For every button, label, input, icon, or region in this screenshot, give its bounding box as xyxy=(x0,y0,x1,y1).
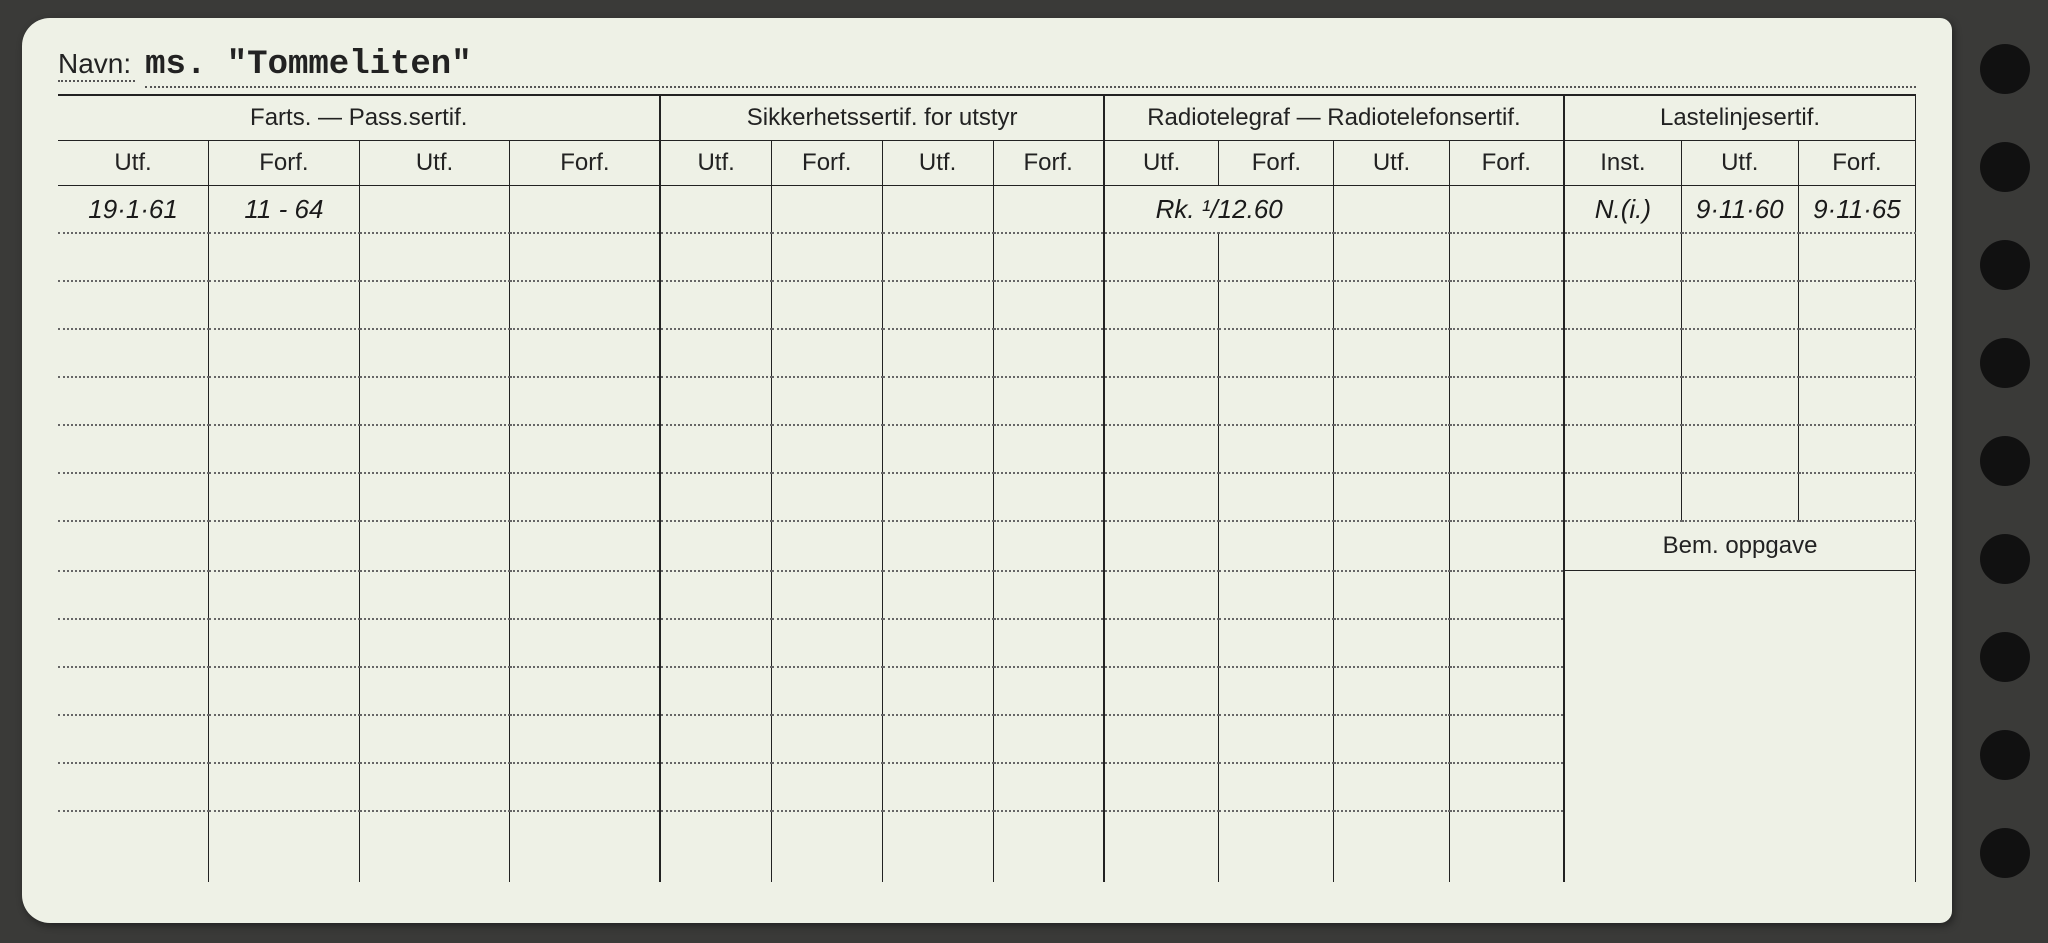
name-row: Navn: ms. "Tommeliten" xyxy=(58,46,1916,96)
col-sik-forf2: Forf. xyxy=(993,141,1104,186)
punch-hole-icon xyxy=(1980,632,2030,682)
col-farts-forf1: Forf. xyxy=(209,141,360,186)
cell-farts-forf1: 11 - 64 xyxy=(209,186,360,234)
cell-laste-inst: N.(i.) xyxy=(1564,186,1681,234)
cell xyxy=(771,186,882,234)
col-radio-forf2: Forf. xyxy=(1449,141,1564,186)
punch-hole-icon xyxy=(1980,534,2030,584)
cell xyxy=(1334,186,1449,234)
group-radio: Radiotelegraf — Radiotelefonsertif. xyxy=(1104,96,1564,141)
punch-hole-icon xyxy=(1980,436,2030,486)
col-radio-utf2: Utf. xyxy=(1334,141,1449,186)
table-row xyxy=(58,329,1916,377)
name-value: ms. "Tommeliten" xyxy=(145,46,1916,88)
table-row xyxy=(58,473,1916,521)
cell xyxy=(882,186,993,234)
bem-oppgave-header: Bem. oppgave xyxy=(1564,521,1915,571)
cell-laste-forf: 9·11·65 xyxy=(1798,186,1915,234)
cell-farts-utf1: 19·1·61 xyxy=(58,186,209,234)
group-sikkerhet: Sikkerhetssertif. for utstyr xyxy=(660,96,1103,141)
name-label: Navn: xyxy=(58,48,135,82)
table-row: 19·1·61 11 - 64 Rk. ¹/12.60 N.(i.) 9·11·… xyxy=(58,186,1916,234)
table-row xyxy=(58,233,1916,281)
punch-hole-icon xyxy=(1980,338,2030,388)
table-row xyxy=(58,281,1916,329)
col-sik-utf1: Utf. xyxy=(660,141,771,186)
sub-header-row: Utf. Forf. Utf. Forf. Utf. Forf. Utf. Fo… xyxy=(58,141,1916,186)
group-header-row: Farts. — Pass.sertif. Sikkerhetssertif. … xyxy=(58,96,1916,141)
cell xyxy=(993,186,1104,234)
col-radio-utf1: Utf. xyxy=(1104,141,1219,186)
table-row: Bem. oppgave xyxy=(58,521,1916,571)
col-farts-forf2: Forf. xyxy=(510,141,661,186)
col-farts-utf2: Utf. xyxy=(359,141,510,186)
col-sik-utf2: Utf. xyxy=(882,141,993,186)
table-row xyxy=(58,377,1916,425)
cell xyxy=(1449,186,1564,234)
card-content: Navn: ms. "Tommeliten" Farts. — Pass.ser… xyxy=(58,46,1916,882)
punch-hole-icon xyxy=(1980,240,2030,290)
punch-holes xyxy=(1980,44,2030,878)
table-row xyxy=(58,571,1916,619)
col-laste-inst: Inst. xyxy=(1564,141,1681,186)
table-row xyxy=(58,425,1916,473)
certificate-table: Farts. — Pass.sertif. Sikkerhetssertif. … xyxy=(58,96,1916,882)
punch-hole-icon xyxy=(1980,44,2030,94)
col-farts-utf1: Utf. xyxy=(58,141,209,186)
cell-laste-utf: 9·11·60 xyxy=(1681,186,1798,234)
col-laste-forf: Forf. xyxy=(1798,141,1915,186)
punch-hole-icon xyxy=(1980,730,2030,780)
group-farts: Farts. — Pass.sertif. xyxy=(58,96,660,141)
punch-hole-icon xyxy=(1980,142,2030,192)
cell xyxy=(359,186,510,234)
col-radio-forf1: Forf. xyxy=(1219,141,1334,186)
index-card: Navn: ms. "Tommeliten" Farts. — Pass.ser… xyxy=(22,18,1952,923)
col-sik-forf1: Forf. xyxy=(771,141,882,186)
punch-hole-icon xyxy=(1980,828,2030,878)
col-laste-utf: Utf. xyxy=(1681,141,1798,186)
cell xyxy=(510,186,661,234)
group-laste: Lastelinjesertif. xyxy=(1564,96,1915,141)
cell-radio-utf1: Rk. ¹/12.60 xyxy=(1104,186,1334,234)
cell xyxy=(660,186,771,234)
bem-oppgave-body xyxy=(1564,571,1915,882)
table-body: 19·1·61 11 - 64 Rk. ¹/12.60 N.(i.) 9·11·… xyxy=(58,186,1916,882)
